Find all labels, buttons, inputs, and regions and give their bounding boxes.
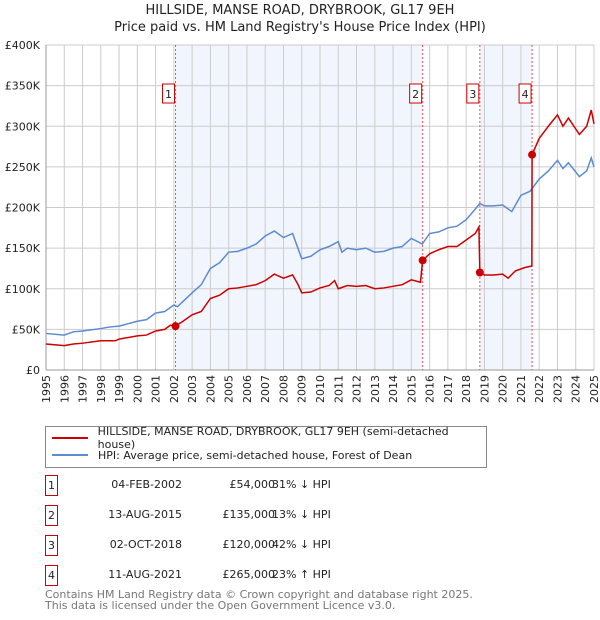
legend-item-hpi: HPI: Average price, semi-detached house,… [52,447,412,463]
x-tick-label: 2018 [460,375,473,403]
x-tick-label: 2005 [223,375,236,403]
sale-label-box [162,83,176,104]
y-tick-label: £150K [5,242,41,255]
hpi-line [45,155,595,336]
sale-point [418,256,427,265]
x-tick-label: 2022 [533,375,546,403]
sale-marker-badge: 4 [45,565,58,586]
y-tick-label: £0 [26,364,40,377]
y-tick-label: £350K [5,80,41,93]
x-tick-label: 2014 [387,375,400,403]
sale-label-box [409,83,423,104]
x-tick-label: 2016 [424,375,437,403]
sale-label: 2 [412,88,419,101]
x-tick-label: 2017 [442,375,455,403]
x-tick-label: 2023 [551,375,564,403]
y-tick-label: £400K [5,39,41,52]
sale-marker-badge: 1 [45,475,58,496]
sale-marker-badge: 3 [45,535,58,556]
y-tick-label: £50K [12,323,41,336]
sale-label: 3 [469,88,476,101]
sale-point [171,322,180,331]
property-price-line [45,109,595,347]
x-tick-label: 2025 [588,375,600,403]
x-tick-label: 1998 [95,375,108,403]
x-tick-label: 2002 [168,375,181,403]
x-tick-label: 2024 [570,375,583,403]
x-tick-label: 2021 [515,375,528,403]
table-row: 4 11-AUG-2021 £265,000 23% ↑ HPI [45,565,600,587]
table-row: 2 13-AUG-2015 £135,000 13% ↓ HPI [45,505,600,527]
table-row: 1 04-FEB-2002 £54,000 31% ↓ HPI [45,475,600,497]
sale-price: £120,000 [222,538,276,551]
sale-hpi-diff: 42% ↓ HPI [272,538,331,551]
x-tick-label: 2006 [241,375,254,403]
x-tick-label: 1996 [58,375,71,403]
sale-date: 04-FEB-2002 [111,478,182,491]
x-tick-label: 2004 [204,375,217,403]
y-tick-label: £200K [5,202,41,215]
x-tick-label: 2011 [332,375,345,403]
sale-label-box [518,83,532,104]
table-row: 3 02-OCT-2018 £120,000 42% ↓ HPI [45,535,600,557]
x-tick-label: 2015 [405,375,418,403]
x-tick-label: 2009 [296,375,309,403]
sale-hpi-diff: 13% ↓ HPI [272,508,331,521]
price-chart: 1995 1996 1997 1998 1999 2000 2001 2002 2003 2004… [5,39,600,403]
x-tick-label: 2008 [277,375,290,403]
x-tick-label: 2019 [478,375,491,403]
x-tick-label: 1999 [113,375,126,403]
x-tick-label: 1995 [40,375,53,403]
x-tick-label: 2012 [351,375,364,403]
sale-label-box [466,83,480,104]
sale-hpi-diff: 31% ↓ HPI [272,478,331,491]
x-tick-label: 2001 [150,375,163,403]
sale-label: 1 [165,88,172,101]
x-tick-label: 1997 [77,375,90,403]
sale-label: 4 [522,88,529,101]
legend-red-line [52,437,88,439]
chart-subtitle: Price paid vs. HM Land Registry's House … [114,20,486,35]
footer-line: This data is licensed under the Open Gov… [45,599,396,612]
footer-line: Contains HM Land Registry data © Crown c… [45,588,473,601]
y-tick-label: £250K [5,161,41,174]
x-tick-label: 2020 [497,375,510,403]
x-tick-label: 2010 [314,375,327,403]
sale-price: £265,000 [222,568,276,581]
footer-attribution: Contains HM Land Registry data © Crown c… [45,589,473,611]
sale-point [528,150,537,159]
legend-label: HPI: Average price, semi-detached house,… [98,448,413,462]
sale-date: 02-OCT-2018 [109,538,182,551]
legend-item-property: HILLSIDE, MANSE ROAD, DRYBROOK, GL17 9EH… [52,425,486,451]
chart-title: HILLSIDE, MANSE ROAD, DRYBROOK, GL17 9EH [145,3,455,18]
legend-blue-line [52,454,88,456]
legend: HILLSIDE, MANSE ROAD, DRYBROOK, GL17 9EH… [45,425,487,468]
x-tick-label: 2013 [369,375,382,403]
x-tick-label: 2007 [259,375,272,403]
x-tick-label: 2000 [131,375,144,403]
sale-date: 11-AUG-2021 [108,568,182,581]
sale-marker-badge: 2 [45,505,58,526]
sale-hpi-diff: 23% ↑ HPI [272,568,331,581]
x-tick-label: 2003 [186,375,199,403]
sale-point [475,268,484,277]
sale-price: £135,000 [222,508,276,521]
y-tick-label: £100K [5,283,41,296]
y-tick-label: £300K [5,120,41,133]
sale-price: £54,000 [229,478,276,491]
legend-label: HILLSIDE, MANSE ROAD, DRYBROOK, GL17 9EH… [97,425,449,451]
sale-date: 13-AUG-2015 [108,508,182,521]
